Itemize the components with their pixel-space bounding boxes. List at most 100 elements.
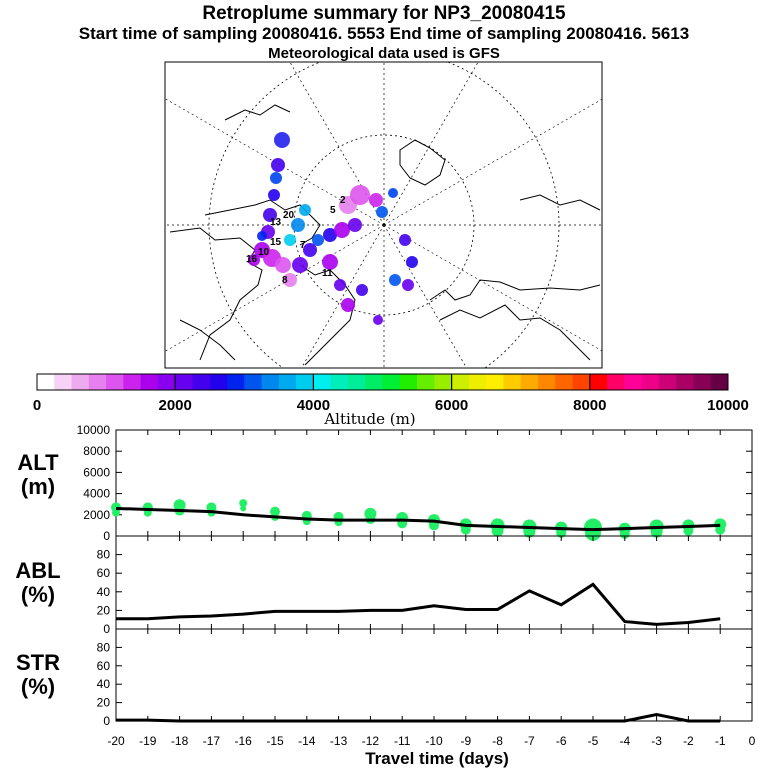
colorbar-swatch — [486, 374, 504, 390]
y-tick-label: 6000 — [83, 465, 110, 479]
colorbar-swatch — [192, 374, 211, 390]
meridian-line — [383, 98, 602, 226]
coastline — [204, 199, 321, 246]
plume-marker — [322, 254, 338, 270]
plume-day-label: 13 — [270, 217, 282, 228]
colorbar-tick-label: 8000 — [573, 397, 606, 414]
colorbar-swatch — [555, 374, 574, 390]
x-tick-label: -5 — [588, 734, 599, 748]
plume-marker — [334, 279, 346, 291]
y-tick-label: 10000 — [77, 423, 111, 437]
alt-scatter-point — [715, 524, 726, 535]
plume-marker — [312, 234, 324, 246]
x-tick-label: -16 — [235, 734, 253, 748]
x-tick-label: -10 — [425, 734, 443, 748]
plume-day-label: 20 — [283, 210, 295, 221]
x-tick-label: 0 — [749, 734, 756, 748]
coastline — [399, 139, 446, 186]
colorbar-swatch — [296, 374, 314, 390]
y-tick-label: 2000 — [83, 508, 110, 522]
y-tick-label: 4000 — [83, 487, 110, 501]
colorbar-swatch — [330, 374, 349, 390]
alt-scatter-point — [460, 524, 471, 535]
y-tick-label: 0 — [103, 714, 110, 728]
plume-day-label: 8 — [282, 275, 288, 286]
panel-frame — [115, 628, 753, 722]
coastline — [429, 279, 601, 301]
coastline — [179, 319, 236, 361]
x-axis-label: Travel time (days) — [365, 749, 509, 768]
plume-day-label: 15 — [270, 237, 282, 248]
colorbar-swatch — [209, 374, 228, 390]
colorbar-swatch — [278, 374, 297, 390]
y-tick-label: 80 — [97, 640, 111, 654]
colorbar-swatch — [88, 374, 107, 390]
colorbar-swatch — [607, 374, 625, 390]
colorbar-swatch — [313, 374, 332, 390]
x-tick-label: -14 — [298, 734, 316, 748]
y-tick-label: 40 — [97, 677, 111, 691]
x-tick-label: -9 — [460, 734, 471, 748]
y-tick-label: 0 — [103, 529, 110, 543]
panel-abl: 80 60 40 20 0 ABL(%) — [15, 535, 753, 636]
meridian-line — [165, 98, 385, 226]
sampling-times: Start time of sampling 20080416. 5553 En… — [78, 24, 690, 43]
x-tick-label: -12 — [362, 734, 380, 748]
meridian-line — [383, 224, 602, 352]
x-tick-label: -17 — [203, 734, 221, 748]
plume-marker — [323, 228, 337, 242]
plume-marker — [373, 315, 383, 325]
y-tick-label: 60 — [97, 566, 111, 580]
colorbar-swatch — [244, 374, 263, 390]
colorbar-tick-label: 2000 — [159, 397, 192, 414]
colorbar-swatch — [520, 374, 539, 390]
colorbar-swatch — [503, 374, 522, 390]
met-data-note: Meteorological data used is GFS — [268, 45, 500, 62]
altitude-colorbar: 0 2000 4000 6000 8000 10000 — [33, 373, 749, 414]
plume-day-label: 16 — [246, 254, 258, 265]
plume-marker — [271, 158, 285, 172]
colorbar-swatch — [399, 374, 418, 390]
plume-marker — [356, 284, 368, 296]
alt-scatter-point — [683, 525, 694, 536]
coastline — [224, 104, 291, 121]
series-line — [116, 713, 721, 723]
x-tick-label: -6 — [556, 734, 567, 748]
plume-marker — [268, 189, 280, 201]
colorbar-swatch — [123, 374, 142, 390]
plume-marker — [399, 234, 411, 246]
x-tick-label: -2 — [683, 734, 694, 748]
alt-scatter-point — [112, 508, 120, 517]
colorbar-label: Altitude (m) — [323, 410, 415, 428]
colorbar-swatch — [658, 374, 677, 390]
meridian-line — [383, 224, 467, 368]
colorbar-swatch — [261, 374, 280, 390]
panel-ylabel: ABL — [15, 558, 60, 583]
plume-day-label: 7 — [300, 240, 306, 251]
colorbar-tick-label: 0 — [33, 397, 41, 414]
colorbar-swatch — [365, 374, 383, 390]
x-tick-label: -1 — [715, 734, 726, 748]
coastline — [299, 264, 356, 366]
plume-marker — [275, 257, 291, 273]
colorbar-swatch — [382, 374, 401, 390]
plume-marker — [248, 254, 260, 266]
plume-marker — [348, 218, 362, 232]
plume-marker — [284, 234, 296, 246]
colorbar-swatch — [572, 374, 591, 390]
colorbar-swatch — [624, 374, 643, 390]
plume-marker — [257, 231, 267, 241]
y-tick-label: 20 — [97, 603, 111, 617]
panel-ylabel-unit: (%) — [21, 674, 55, 699]
panel-alt: 10000 8000 6000 4000 2000 0 ALT(m) — [17, 423, 753, 543]
colorbar-swatch — [71, 374, 90, 390]
y-tick-label: 8000 — [83, 444, 110, 458]
plume-marker — [303, 243, 317, 257]
plume-marker — [291, 218, 305, 232]
colorbar-swatch — [641, 374, 660, 390]
colorbar-swatch — [106, 374, 124, 390]
plume-marker — [283, 273, 297, 287]
meridian-line — [301, 224, 385, 368]
plume-marker — [402, 279, 414, 291]
